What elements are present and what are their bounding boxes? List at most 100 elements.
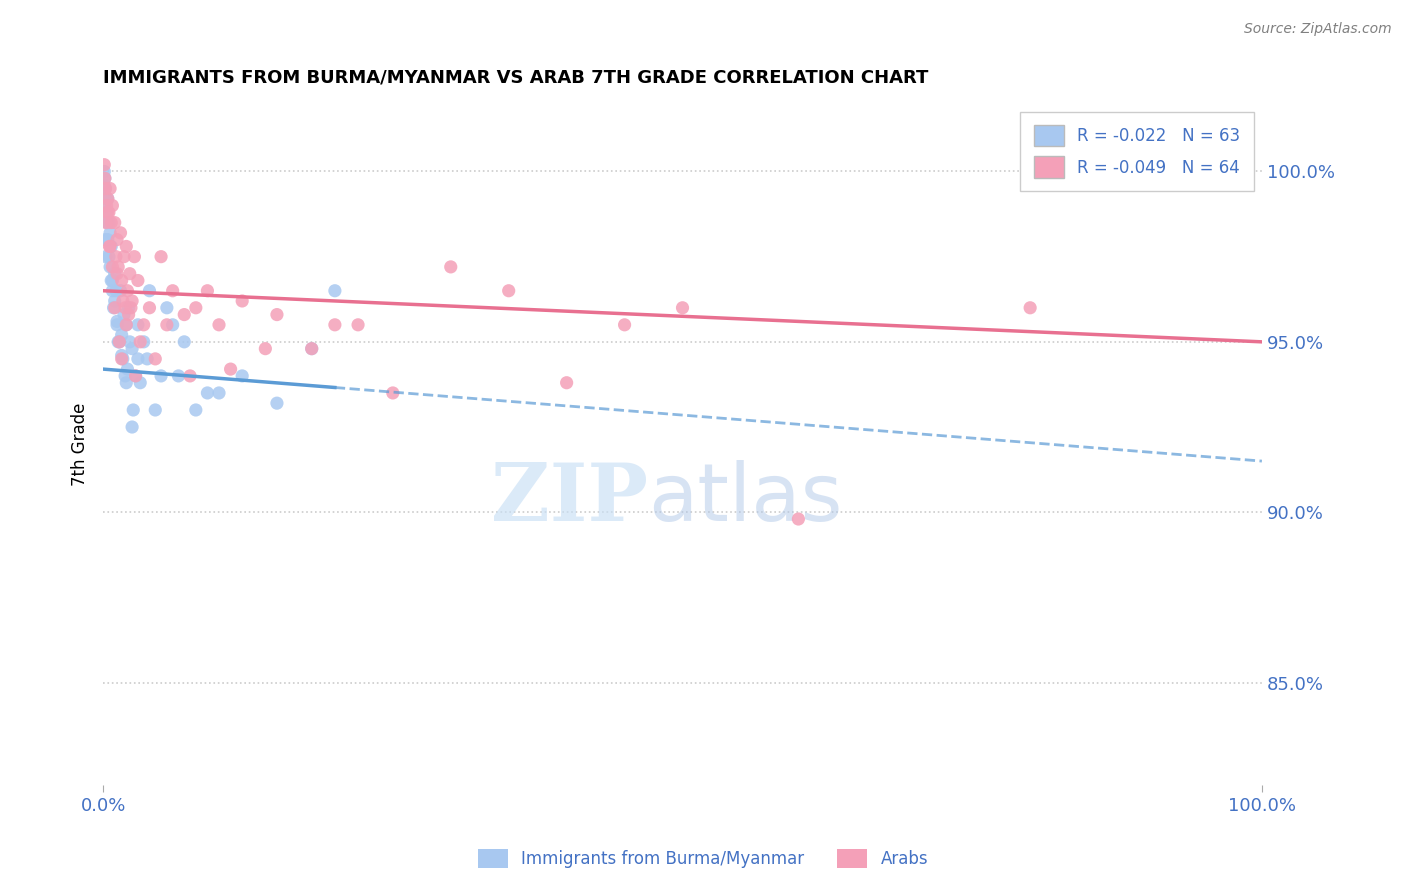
Point xyxy=(97,192,120,206)
Point xyxy=(156,301,179,315)
Point xyxy=(104,293,127,308)
Point xyxy=(111,351,134,366)
Point xyxy=(114,301,136,315)
Point xyxy=(105,267,128,281)
Point xyxy=(105,314,128,328)
Point xyxy=(94,216,117,230)
Point xyxy=(124,368,146,383)
Point xyxy=(301,342,323,356)
Point xyxy=(100,239,122,253)
Point xyxy=(117,301,139,315)
Point xyxy=(96,205,118,219)
Point xyxy=(138,301,160,315)
Point xyxy=(440,260,463,274)
Point xyxy=(118,334,141,349)
Point xyxy=(98,181,121,195)
Point xyxy=(96,198,118,212)
Point xyxy=(124,368,146,383)
Point xyxy=(127,351,149,366)
Point xyxy=(266,396,288,410)
Point xyxy=(103,301,125,315)
Text: Source: ZipAtlas.com: Source: ZipAtlas.com xyxy=(1244,22,1392,37)
Point xyxy=(1019,301,1042,315)
Point xyxy=(150,368,173,383)
Point xyxy=(98,260,121,274)
Point xyxy=(197,386,219,401)
Point xyxy=(104,250,127,264)
Point xyxy=(129,376,152,390)
Point xyxy=(104,216,127,230)
Point xyxy=(498,284,520,298)
Point xyxy=(555,376,578,390)
Point xyxy=(110,226,132,240)
Point xyxy=(111,328,134,343)
Point xyxy=(266,308,288,322)
Point xyxy=(136,351,159,366)
Point xyxy=(208,318,231,332)
Point xyxy=(111,351,134,366)
Point xyxy=(93,158,115,172)
Point xyxy=(173,334,195,349)
Point xyxy=(94,233,117,247)
Point xyxy=(115,318,138,332)
Legend: Immigrants from Burma/Myanmar, Arabs: Immigrants from Burma/Myanmar, Arabs xyxy=(471,842,935,875)
Point xyxy=(94,171,117,186)
Point xyxy=(173,308,195,322)
Point xyxy=(94,181,117,195)
Point xyxy=(129,334,152,349)
Point xyxy=(115,376,138,390)
Point xyxy=(104,301,127,315)
Point xyxy=(98,239,121,253)
Point xyxy=(93,198,115,212)
Point xyxy=(121,342,143,356)
Point xyxy=(111,273,134,287)
Point xyxy=(167,368,190,383)
Point xyxy=(107,334,129,349)
Point xyxy=(117,362,139,376)
Point xyxy=(156,318,179,332)
Point xyxy=(231,368,253,383)
Point xyxy=(108,334,131,349)
Point xyxy=(787,512,810,526)
Text: ZIP: ZIP xyxy=(491,459,648,538)
Point xyxy=(94,192,117,206)
Point xyxy=(93,181,115,195)
Point xyxy=(162,318,184,332)
Point xyxy=(323,284,346,298)
Point xyxy=(108,334,131,349)
Point xyxy=(254,342,277,356)
Point xyxy=(132,318,155,332)
Point xyxy=(138,284,160,298)
Point xyxy=(671,301,693,315)
Point xyxy=(101,273,124,287)
Point xyxy=(100,216,122,230)
Point xyxy=(121,293,143,308)
Point xyxy=(150,250,173,264)
Point xyxy=(93,178,115,193)
Point xyxy=(111,293,134,308)
Point xyxy=(120,301,142,315)
Point xyxy=(184,403,207,417)
Point xyxy=(97,216,120,230)
Point xyxy=(122,403,145,417)
Point xyxy=(101,284,124,298)
Point xyxy=(98,239,121,253)
Point xyxy=(231,293,253,308)
Point xyxy=(93,164,115,178)
Point xyxy=(323,318,346,332)
Point xyxy=(117,308,139,322)
Point xyxy=(112,308,135,322)
Point xyxy=(107,260,129,274)
Point xyxy=(197,284,219,298)
Point xyxy=(347,318,370,332)
Point xyxy=(613,318,636,332)
Point xyxy=(97,192,120,206)
Point xyxy=(97,250,120,264)
Point xyxy=(112,250,135,264)
Point xyxy=(110,284,132,298)
Point xyxy=(98,226,121,240)
Point xyxy=(127,273,149,287)
Point xyxy=(97,233,120,247)
Text: IMMIGRANTS FROM BURMA/MYANMAR VS ARAB 7TH GRADE CORRELATION CHART: IMMIGRANTS FROM BURMA/MYANMAR VS ARAB 7T… xyxy=(103,69,928,87)
Point xyxy=(127,318,149,332)
